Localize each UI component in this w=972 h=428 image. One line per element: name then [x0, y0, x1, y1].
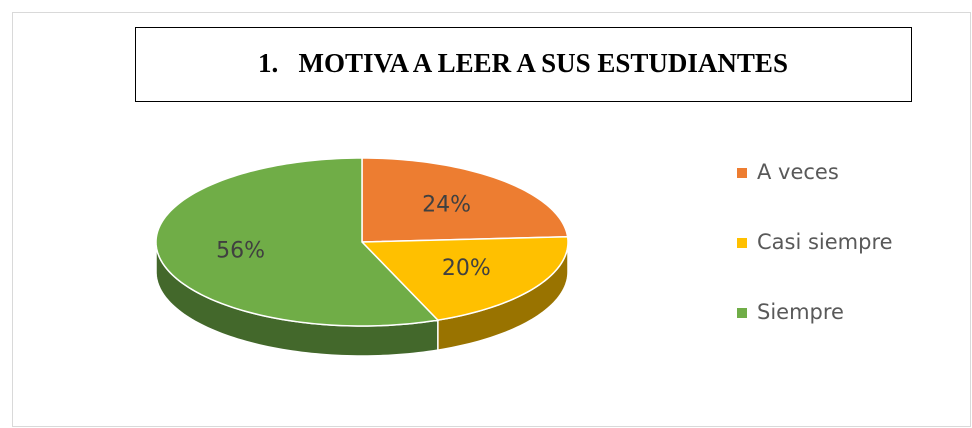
legend-swatch — [737, 308, 747, 318]
slice — [155, 157, 440, 327]
legend-label: Siempre — [757, 300, 844, 324]
data-label: 56% — [216, 238, 265, 263]
legend-swatch — [737, 238, 747, 248]
slice — [360, 235, 569, 321]
slice — [361, 157, 569, 243]
data-label: 20% — [442, 256, 491, 281]
title-box — [135, 27, 912, 102]
legend-swatch — [737, 168, 747, 178]
legend-label: A veces — [757, 160, 839, 184]
legend-label: Casi siempre — [757, 230, 893, 254]
data-label: 24% — [422, 192, 471, 217]
chart-title: 1. MOTIVA A LEER A SUS ESTUDIANTES — [258, 48, 788, 78]
